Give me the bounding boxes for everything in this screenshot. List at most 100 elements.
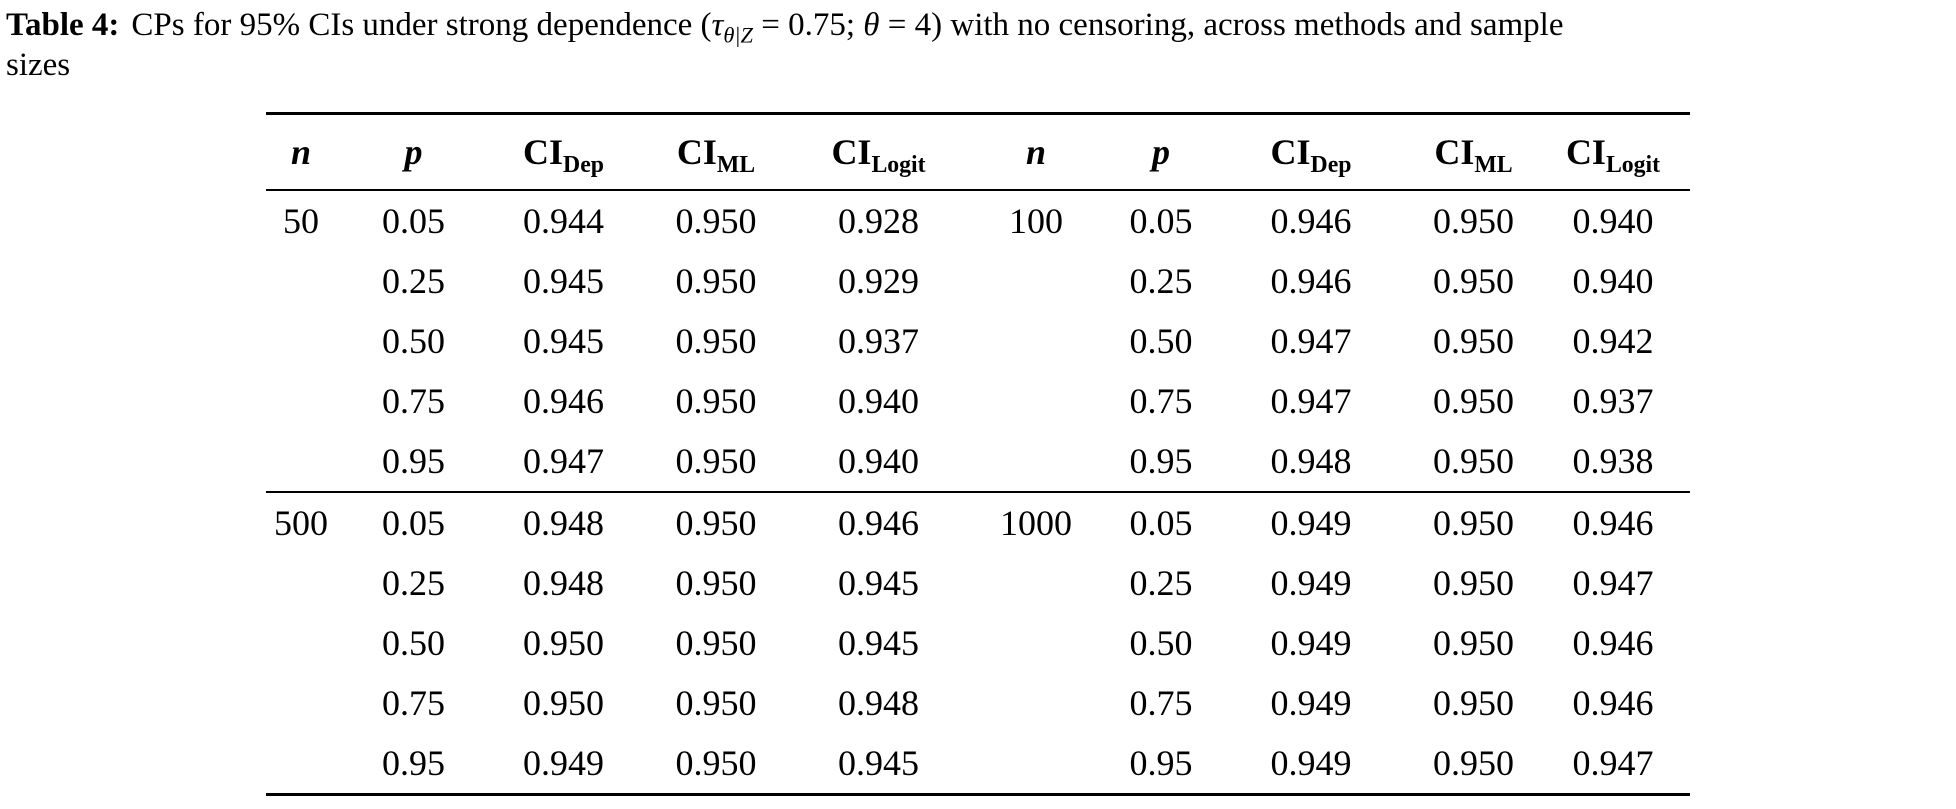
column-header-ci-ml-right: CIML xyxy=(1411,113,1536,191)
table-cell: 0.950 xyxy=(636,490,796,553)
table-row: 0.50 0.945 0.950 0.937 0.50 0.947 0.950 0.942 xyxy=(266,311,1690,371)
table-cell: 0.05 xyxy=(1111,490,1211,553)
header-row: n p CIDep CIML CILogit n p CIDep CIML CI… xyxy=(266,113,1690,191)
column-header-ci-ml-left: CIML xyxy=(636,113,796,191)
table-row: 0.50 0.950 0.950 0.945 0.50 0.949 0.950 0.946 xyxy=(266,613,1690,673)
table-cell: 0.25 xyxy=(382,260,445,301)
table-cell: 0.949 xyxy=(1270,562,1352,603)
table-cell: 0.945 xyxy=(523,260,604,301)
table-cell: 0.950 xyxy=(1433,260,1514,301)
table-group-1: 50 0.05 0.944 0.950 0.928 100 0.05 0.946 0.950 0.… xyxy=(266,190,1690,492)
table-row: 0.75 0.950 0.950 0.948 0.75 0.949 0.950 0.946 xyxy=(266,673,1690,733)
table-cell: 0.948 xyxy=(523,562,604,603)
table-cell: 0.948 xyxy=(491,490,636,553)
table-cell: 0.945 xyxy=(838,562,919,603)
caption-text-pre: CPs for 95% CIs under strong dependence … xyxy=(131,7,712,43)
theta-symbol: θ xyxy=(863,7,880,43)
table-cell: 0.945 xyxy=(838,742,919,783)
cell-sample-size xyxy=(266,613,336,673)
cell-sample-size xyxy=(961,613,1111,673)
table-cell: 0.950 xyxy=(675,682,757,723)
table-cell: 0.950 xyxy=(523,622,604,663)
column-header-n-left: n xyxy=(266,113,336,191)
ci-ml-subscript: ML xyxy=(1474,151,1513,178)
column-header-ci-logit-right: CILogit xyxy=(1536,113,1690,191)
ci-dep-subscript: Dep xyxy=(563,151,604,178)
table-cell: 0.950 xyxy=(1433,562,1514,603)
caption-text-mid: = 0.75; xyxy=(753,7,864,43)
ci-label: CI xyxy=(523,131,564,172)
table-cell: 0.95 xyxy=(1129,440,1193,481)
table-cell: 0.950 xyxy=(1433,200,1514,241)
table-cell: 0.947 xyxy=(1572,562,1654,603)
table-cell: 0.950 xyxy=(675,622,757,663)
column-header-n-right: n xyxy=(961,113,1111,191)
table-cell: 0.947 xyxy=(1270,320,1352,361)
table-cell: 0.950 xyxy=(1433,742,1514,783)
column-header-p-right: p xyxy=(1111,113,1211,191)
cell-sample-size xyxy=(266,553,336,613)
ci-label: CI xyxy=(831,131,872,172)
table-cell: 0.950 xyxy=(1411,490,1536,553)
table-cell: 0.950 xyxy=(1433,682,1514,723)
column-header-p-left: p xyxy=(336,113,491,191)
table-cell: 0.25 xyxy=(382,562,445,603)
cell-sample-size xyxy=(961,673,1111,733)
table-cell: 0.946 xyxy=(1270,260,1352,301)
table-cell: 0.50 xyxy=(382,622,445,663)
table-cell: 0.946 xyxy=(523,380,604,421)
table-cell: 0.948 xyxy=(838,682,919,723)
cell-sample-size xyxy=(266,311,336,371)
cell-sample-size: 100 xyxy=(1009,200,1063,241)
table-row: 500 0.05 0.948 0.950 0.946 1000 0.05 0.949 0.950… xyxy=(266,490,1690,553)
table-row: 0.95 0.949 0.950 0.945 0.95 0.949 0.950 0.947 xyxy=(266,733,1690,795)
table-cell: 0.95 xyxy=(382,742,445,783)
table-cell: 0.50 xyxy=(382,320,445,361)
table-row: 50 0.05 0.944 0.950 0.928 100 0.05 0.946 0.950 0.… xyxy=(266,190,1690,251)
table-cell: 0.945 xyxy=(838,622,919,663)
table-cell: 0.942 xyxy=(1572,320,1654,361)
table-group-2: 500 0.05 0.948 0.950 0.946 1000 0.05 0.949 0.950… xyxy=(266,490,1690,795)
ci-label: CI xyxy=(1434,131,1475,172)
table-cell: 0.950 xyxy=(1433,622,1514,663)
tau-subscript: θ|Z xyxy=(723,22,754,48)
table-cell: 0.05 xyxy=(1129,200,1193,241)
table-cell: 0.946 xyxy=(1572,682,1654,723)
table-cell: 0.25 xyxy=(1129,260,1193,301)
table-cell: 0.05 xyxy=(336,490,491,553)
table-cell: 0.950 xyxy=(675,260,757,301)
table-cell: 0.944 xyxy=(523,200,604,241)
table-cell: 0.950 xyxy=(523,682,604,723)
table-cell: 0.940 xyxy=(838,380,919,421)
cell-sample-size: 500 xyxy=(266,490,336,553)
table-cell: 0.50 xyxy=(1129,622,1193,663)
table-cell: 0.949 xyxy=(523,742,604,783)
cell-sample-size xyxy=(266,673,336,733)
table-row: 0.95 0.947 0.950 0.940 0.95 0.948 0.950 0.938 xyxy=(266,431,1690,492)
caption-text-post: = 4) with no censoring, across methods a… xyxy=(879,7,1564,43)
results-table: n p CIDep CIML CILogit n p CIDep CIML CI… xyxy=(266,111,1690,796)
column-header-ci-logit-left: CILogit xyxy=(796,113,961,191)
column-header-ci-dep-left: CIDep xyxy=(491,113,636,191)
table-cell: 0.937 xyxy=(838,320,919,361)
ci-label: CI xyxy=(1270,131,1311,172)
table-cell: 0.95 xyxy=(1129,742,1193,783)
table-cell: 0.75 xyxy=(1129,682,1193,723)
table-cell: 0.949 xyxy=(1211,490,1411,553)
table-cell: 0.05 xyxy=(382,200,445,241)
table-cell: 0.947 xyxy=(1572,742,1654,783)
table-cell: 0.946 xyxy=(1536,490,1690,553)
table-cell: 0.950 xyxy=(675,440,757,481)
table-cell: 0.950 xyxy=(675,562,757,603)
table-cell: 0.25 xyxy=(1129,562,1193,603)
cell-sample-size xyxy=(961,553,1111,613)
ci-ml-subscript: ML xyxy=(716,151,756,178)
cell-sample-size xyxy=(266,733,336,795)
table-cell: 0.929 xyxy=(838,260,919,301)
ci-logit-subscript: Logit xyxy=(1605,151,1661,178)
table-cell: 0.945 xyxy=(523,320,604,361)
table-cell: 0.95 xyxy=(382,440,445,481)
ci-logit-subscript: Logit xyxy=(871,151,926,178)
cell-sample-size xyxy=(266,431,336,492)
table-cell: 0.75 xyxy=(382,380,445,421)
